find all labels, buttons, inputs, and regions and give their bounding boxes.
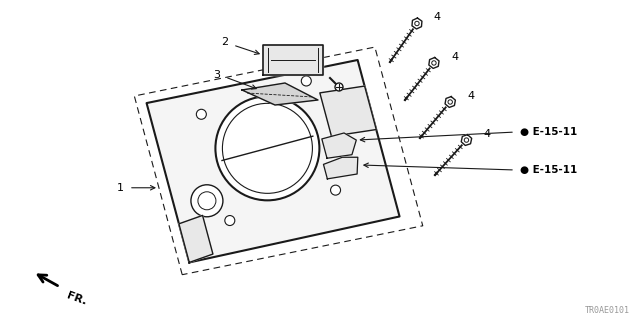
Polygon shape <box>263 45 323 75</box>
Text: 4: 4 <box>451 52 458 62</box>
Circle shape <box>330 185 340 195</box>
Polygon shape <box>323 157 358 179</box>
Text: ● E-15-11: ● E-15-11 <box>520 127 577 137</box>
Text: TR0AE0101: TR0AE0101 <box>585 306 630 315</box>
Text: 5: 5 <box>345 95 352 105</box>
Text: 4: 4 <box>467 91 474 101</box>
Circle shape <box>196 109 206 119</box>
Text: 2: 2 <box>221 37 228 47</box>
Text: 4: 4 <box>484 129 491 139</box>
Text: 1: 1 <box>117 183 124 193</box>
Text: ● E-15-11: ● E-15-11 <box>520 165 577 175</box>
Polygon shape <box>322 133 356 158</box>
Text: 3: 3 <box>213 70 220 80</box>
Text: FR.: FR. <box>65 290 88 307</box>
Circle shape <box>335 83 343 91</box>
Polygon shape <box>412 18 422 29</box>
Polygon shape <box>147 60 399 262</box>
Polygon shape <box>320 86 376 136</box>
Circle shape <box>225 216 235 226</box>
Polygon shape <box>445 97 456 108</box>
Circle shape <box>216 96 319 200</box>
Polygon shape <box>461 135 472 146</box>
Polygon shape <box>179 215 213 262</box>
Polygon shape <box>242 83 318 105</box>
Polygon shape <box>429 58 439 68</box>
Circle shape <box>191 185 223 217</box>
Text: 4: 4 <box>434 12 441 22</box>
Circle shape <box>301 76 311 86</box>
